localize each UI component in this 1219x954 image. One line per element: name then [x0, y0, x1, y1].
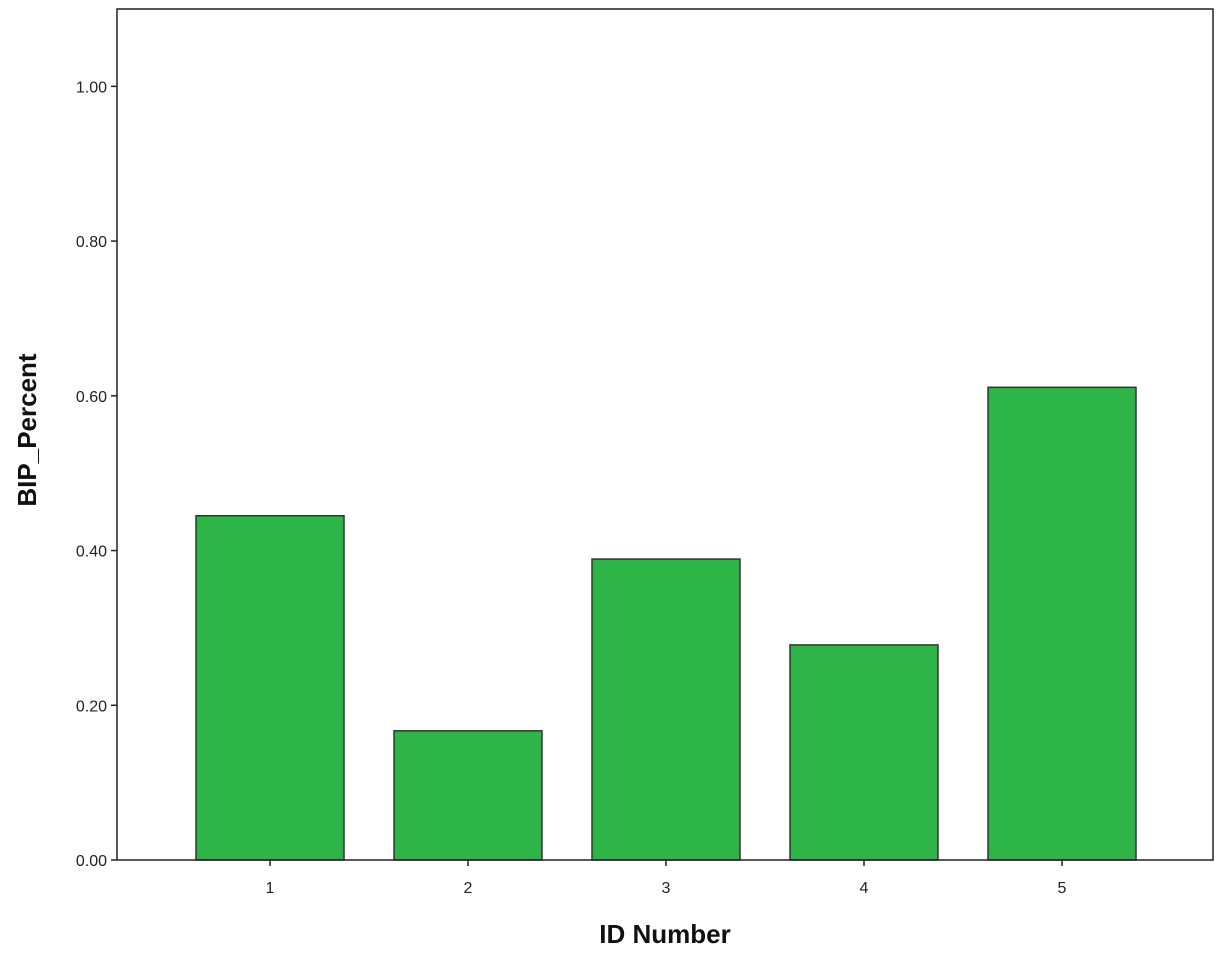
x-tick-label: 5: [1058, 880, 1067, 897]
y-tick-label: 0.40: [76, 544, 107, 561]
bar-3: [591, 558, 741, 861]
y-axis: 0.00 0.20 0.40 0.60 0.80 1.00: [76, 79, 117, 870]
y-axis-title: BIP_Percent: [12, 353, 42, 507]
x-tick-label: 4: [860, 880, 869, 897]
x-tick-label: 2: [464, 880, 473, 897]
bar-4: [789, 644, 939, 861]
bar-5: [987, 386, 1137, 861]
bar-2: [393, 730, 543, 861]
y-tick-label: 1.00: [76, 79, 107, 96]
bars-group: [195, 386, 1137, 861]
bar-1: [195, 514, 345, 861]
plot-frame: [116, 8, 1214, 861]
x-axis: 1 2 3 4 5: [266, 860, 1067, 897]
y-tick-label: 0.20: [76, 698, 107, 715]
x-axis-title: ID Number: [599, 919, 730, 949]
y-tick-label: 0.60: [76, 389, 107, 406]
x-tick-label: 3: [662, 880, 671, 897]
x-tick-label: 1: [266, 880, 275, 897]
y-tick-label: 0.80: [76, 234, 107, 251]
y-tick-label: 0.00: [76, 853, 107, 870]
